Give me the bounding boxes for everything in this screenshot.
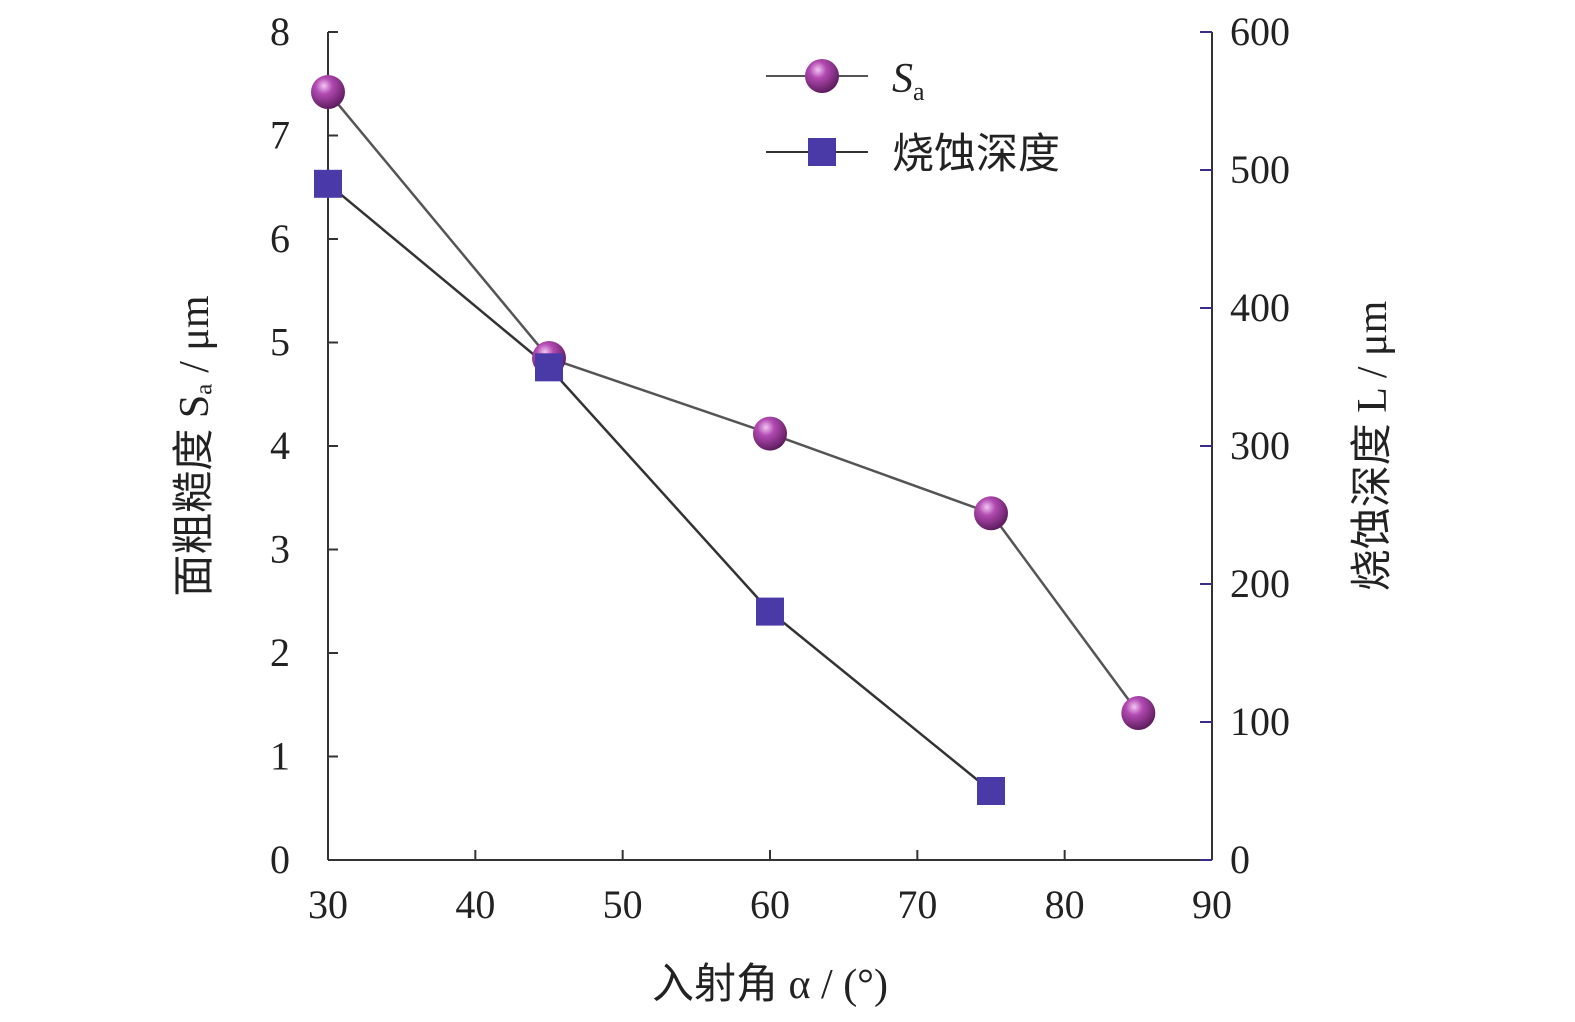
lines-layer [327, 91, 1140, 792]
y-right-tick-label: 300 [1230, 423, 1290, 468]
legend-sa-marker [805, 59, 839, 93]
x-tick-label: 70 [897, 882, 937, 927]
x-tick-label: 30 [308, 882, 348, 927]
legend-sa-label: Sa [892, 56, 925, 106]
sa-data-point [311, 75, 345, 110]
depth-data-point [977, 777, 1005, 805]
legend: Sa 烧蚀深度 [766, 56, 1060, 178]
sa-data-point [1121, 696, 1156, 731]
x-tick-label: 60 [750, 882, 790, 927]
y-left-tick-label: 7 [270, 113, 290, 158]
y-left-tick-label: 5 [270, 320, 290, 365]
y-right-tick-label: 200 [1230, 561, 1290, 606]
y-left-tick-label: 2 [270, 630, 290, 675]
x-tick-label: 90 [1192, 882, 1232, 927]
sa-data-point [974, 496, 1008, 531]
y-right-axis-title: 烧蚀深度 L / μm [1350, 300, 1396, 591]
y-right-tick-label: 100 [1230, 699, 1290, 744]
legend-depth-marker [808, 138, 836, 166]
x-tick-label: 50 [603, 882, 643, 927]
y-left-tick-label: 4 [270, 423, 290, 468]
depth-data-point [314, 169, 342, 198]
y-left-tick-label: 1 [270, 734, 290, 779]
y-left-tick-label: 6 [270, 216, 290, 261]
y-right-tick-label: 0 [1230, 837, 1250, 882]
y-left-tick-label: 3 [270, 527, 290, 572]
series-line-sa [327, 91, 1140, 714]
y-left-axis-title: 面粗糙度 Sₐ / μm [172, 295, 218, 597]
depth-data-point [756, 597, 784, 626]
y-right-tick-label: 400 [1230, 285, 1290, 330]
depth-data-point [535, 353, 563, 382]
y-left-tick-label: 8 [270, 9, 290, 54]
x-tick-label: 40 [455, 882, 495, 927]
x-tick-label: 80 [1045, 882, 1085, 927]
series-line-depth [327, 182, 992, 792]
y-left-tick-label: 0 [270, 837, 290, 882]
ticks-layer: 30 40 50 60 70 80 9001234567801002003004005006… [270, 9, 1290, 927]
y-right-tick-label: 500 [1230, 147, 1290, 192]
markers-layer [311, 75, 1156, 805]
y-right-tick-label: 600 [1230, 9, 1290, 54]
legend-depth-label: 烧蚀深度 [892, 132, 1060, 178]
x-axis-title: 入射角 α / (°) [652, 962, 888, 1008]
sa-data-point [753, 416, 787, 451]
